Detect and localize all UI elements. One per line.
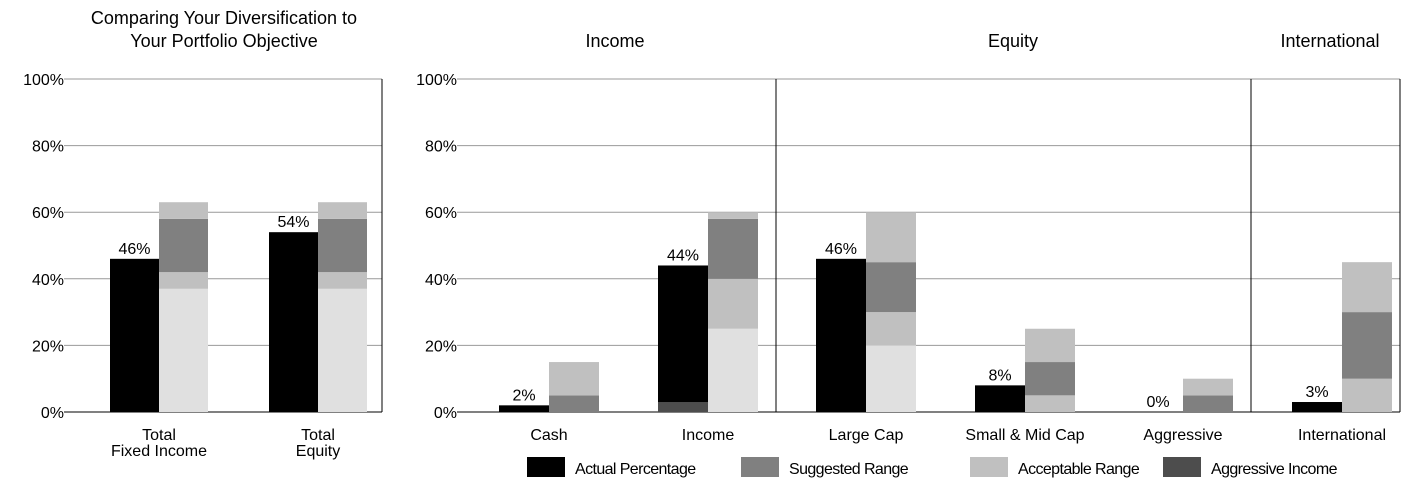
right-suggested-range-bar [1342, 312, 1392, 379]
legend-label: Actual Percentage [575, 461, 696, 478]
left-suggested-range-bar [318, 218, 367, 273]
right-data-label: 2% [512, 387, 535, 404]
right-suggested-range-bar [866, 262, 916, 313]
right-suggested-range-bar [549, 395, 599, 412]
left-acceptable-range-high-bar [318, 202, 367, 219]
legend-swatch [527, 457, 565, 477]
right-acceptable-range-high-bar [549, 362, 599, 396]
left-unfilled-range-bar [159, 288, 208, 412]
right-category-label: Large Cap [829, 427, 904, 444]
legend-swatch [970, 457, 1008, 477]
right-suggested-range-bar [708, 218, 758, 279]
right-acceptable-range-high-bar [1025, 328, 1075, 363]
right-y-tick-label: 20% [425, 338, 457, 355]
right-category-label: Income [682, 427, 735, 444]
right-y-tick-label: 100% [416, 72, 457, 89]
right-acceptable-range-low-bar [708, 278, 758, 329]
left-y-tick-label: 0% [41, 405, 64, 422]
group-title: International [1280, 31, 1379, 51]
right-category-label: Aggressive [1143, 427, 1222, 444]
legend-label: Aggressive Income [1211, 461, 1338, 478]
left-acceptable-range-low-bar [318, 272, 367, 289]
left-y-tick-label: 40% [32, 272, 64, 289]
right-actual-bar [1292, 402, 1342, 412]
left-y-tick-label: 20% [32, 338, 64, 355]
right-y-tick-label: 60% [425, 205, 457, 222]
right-acceptable-range-high-bar [708, 212, 758, 219]
right-y-tick-label: 0% [434, 405, 457, 422]
right-data-label: 3% [1305, 384, 1328, 401]
legend-swatch [1163, 457, 1201, 477]
right-acceptable-range-low-bar [1342, 378, 1392, 412]
left-category-label: Total [301, 427, 335, 444]
right-acceptable-range-high-bar [1183, 378, 1233, 396]
right-category-label: International [1298, 427, 1386, 444]
left-acceptable-range-low-bar [159, 272, 208, 289]
left-data-label: 54% [277, 214, 309, 231]
right-category-label: Cash [530, 427, 567, 444]
group-title: Income [585, 31, 644, 51]
right-suggested-range-bar [1025, 362, 1075, 396]
right-category-label: Small & Mid Cap [965, 427, 1084, 444]
right-acceptable-range-low-bar [1025, 395, 1075, 412]
right-suggested-range-bar [1183, 395, 1233, 412]
right-actual-bar [658, 265, 708, 412]
left-unfilled-range-bar [318, 288, 367, 412]
right-actual-bar [499, 405, 549, 412]
left-actual-bar [269, 232, 318, 412]
right-data-label: 8% [988, 367, 1011, 384]
right-y-tick-label: 80% [425, 139, 457, 156]
left-y-tick-label: 80% [32, 139, 64, 156]
left-category-label: Total [142, 427, 176, 444]
left-suggested-range-bar [159, 218, 208, 273]
right-data-label: 44% [667, 247, 699, 264]
right-acceptable-range-high-bar [1342, 262, 1392, 313]
legend-label: Acceptable Range [1018, 461, 1140, 478]
left-acceptable-range-high-bar [159, 202, 208, 219]
left-chart-title: Comparing Your Diversification to [91, 8, 357, 28]
left-actual-bar [110, 258, 159, 412]
left-category-label: Equity [296, 443, 340, 460]
right-acceptable-range-high-bar [866, 212, 916, 263]
right-data-label: 46% [825, 241, 857, 258]
right-unfilled-range-bar [866, 345, 916, 412]
group-title: Equity [988, 31, 1038, 51]
right-aggressive-income-bar [658, 402, 708, 412]
left-data-label: 46% [118, 241, 150, 258]
right-y-tick-label: 40% [425, 272, 457, 289]
right-acceptable-range-low-bar [866, 312, 916, 346]
legend-label: Suggested Range [789, 461, 909, 478]
right-unfilled-range-bar [708, 328, 758, 412]
right-actual-bar [816, 258, 866, 412]
right-data-label: 0% [1146, 394, 1169, 411]
left-category-label: Fixed Income [111, 443, 207, 460]
left-y-tick-label: 60% [32, 205, 64, 222]
legend-swatch [741, 457, 779, 477]
right-actual-bar [975, 385, 1025, 412]
left-chart-title: Your Portfolio Objective [130, 31, 317, 51]
left-y-tick-label: 100% [23, 72, 64, 89]
